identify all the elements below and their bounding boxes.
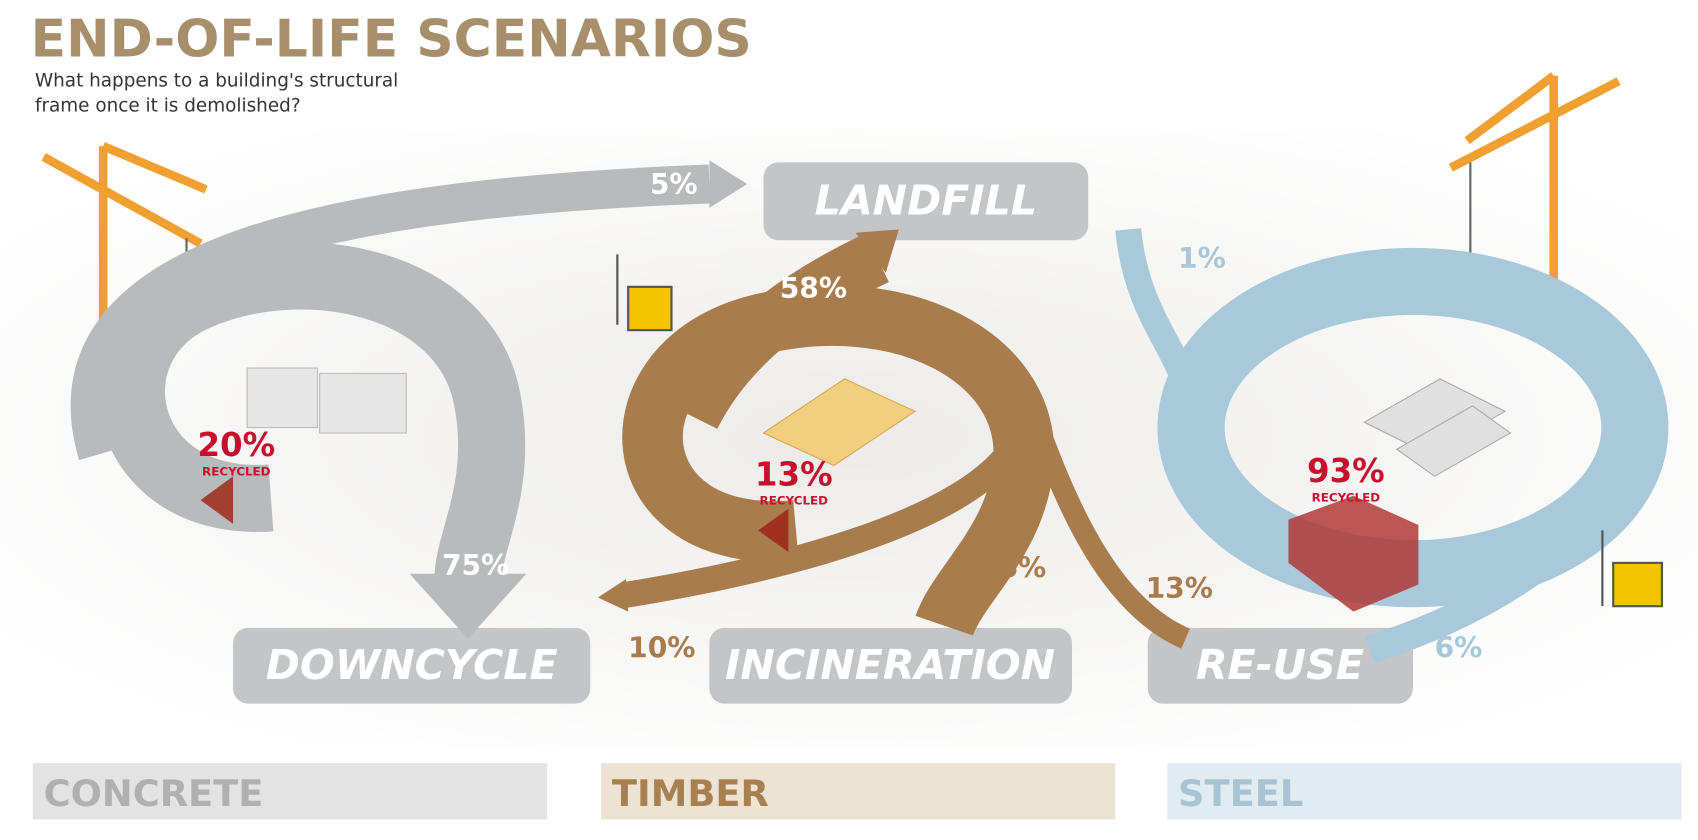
flow-label: 1% [1178,242,1226,275]
flow-label: 13% [1146,572,1213,605]
recycled-label: RECYCLED [202,464,271,478]
flow-label: 6% [1435,631,1483,664]
subtitle: What happens to a building's structural [35,71,398,92]
flow-label: 58% [780,272,847,305]
infographic: END-OF-LIFE SCENARIOS What happens to a … [0,0,1698,840]
destination-label: RE-USE [1196,641,1364,689]
recycled-value: 93% [1307,452,1385,490]
material-label: TIMBER [612,772,769,815]
flow-label: 75% [442,549,509,582]
title: END-OF-LIFE SCENARIOS [31,9,752,69]
destination-label: LANDFILL [815,177,1037,225]
flow-label: 5% [650,168,698,201]
page: {"header": {"title": "END-OF-LIFE SCENAR… [0,0,1698,840]
material-label: STEEL [1178,772,1303,815]
destination-label: DOWNCYCLE [266,641,558,689]
recycled-value: 20% [197,426,275,464]
subtitle: frame once it is demolished? [35,95,301,116]
recycled-label: RECYCLED [760,494,829,508]
flow-label: 6% [998,551,1046,584]
recycled-label: RECYCLED [1312,490,1381,504]
recycled-value: 13% [755,455,833,493]
concrete-blocks [247,368,406,433]
material-label: CONCRETE [44,772,264,815]
destination-label: INCINERATION [725,641,1055,689]
flow-label: 10% [628,631,695,664]
